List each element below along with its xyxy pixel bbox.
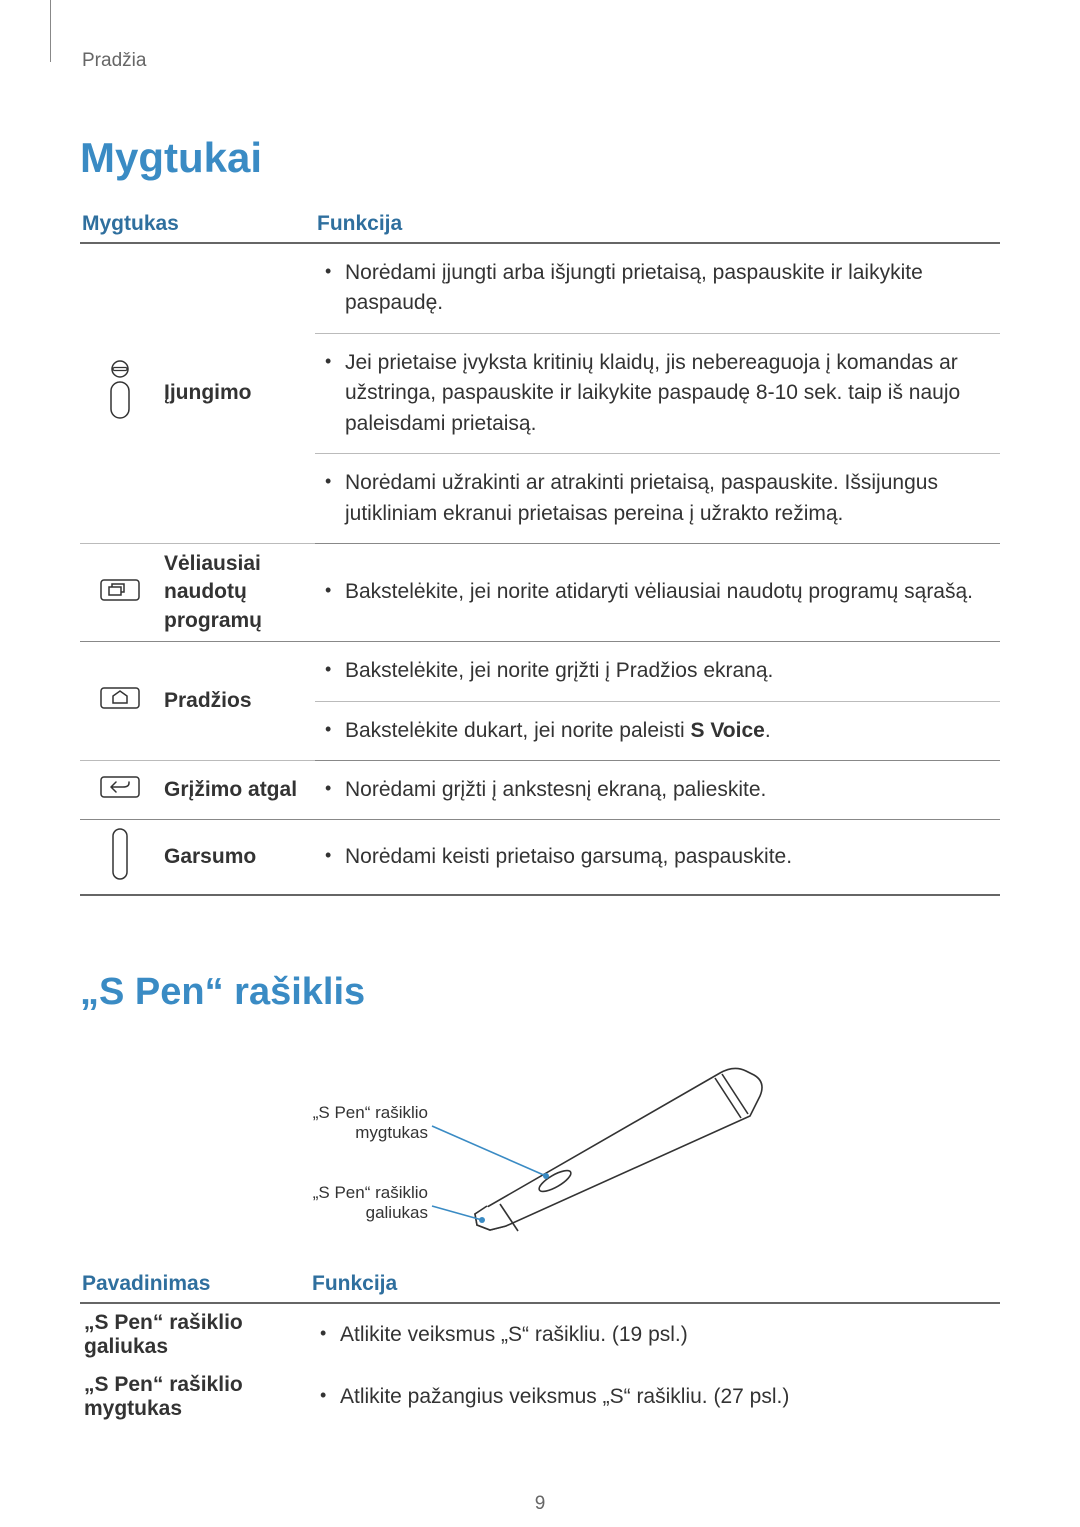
home-bullet-1: Bakstelėkite, jei norite grįžti į Pradži… <box>319 656 996 686</box>
section-title-spen: „S Pen“ rašiklis <box>80 971 1000 1014</box>
table-row: Pradžios Bakstelėkite, jei norite grįžti… <box>80 642 1000 701</box>
page-corner-rule <box>50 0 51 62</box>
power-button-icon <box>107 360 133 422</box>
col-header-name: Pavadinimas <box>80 1264 310 1303</box>
back-icon <box>99 775 141 799</box>
home-bullet-2: Bakstelėkite dukart, jei norite paleisti… <box>319 716 996 746</box>
spen-button-name: „S Pen“ rašiklio mygtukas <box>80 1366 310 1428</box>
spen-table: Pavadinimas Funkcija „S Pen“ rašiklio ga… <box>80 1264 1000 1428</box>
table-row: „S Pen“ rašiklio mygtukas Atlikite pažan… <box>80 1366 1000 1428</box>
svg-text:„S Pen“ rašiklio: „S Pen“ rašiklio <box>313 1183 428 1202</box>
svg-text:galiukas: galiukas <box>366 1203 428 1222</box>
power-bullet-1: Norėdami įjungti arba išjungti prietaisą… <box>319 258 996 319</box>
volume-icon-cell <box>80 820 160 896</box>
col-header-button: Mygtukas <box>80 204 315 243</box>
volume-name: Garsumo <box>160 820 315 896</box>
recent-bullet-1: Bakstelėkite, jei norite atidaryti vėlia… <box>319 577 996 607</box>
col-header-function: Funkcija <box>315 204 1000 243</box>
spen-tip-bullet: Atlikite veiksmus „S“ rašikliu. (19 psl.… <box>314 1320 996 1350</box>
table-row: „S Pen“ rašiklio galiukas Atlikite veiks… <box>80 1303 1000 1366</box>
svg-text:mygtukas: mygtukas <box>355 1123 428 1142</box>
table-row: Grįžimo atgal Norėdami grįžti į ankstesn… <box>80 760 1000 819</box>
volume-button-icon <box>109 826 131 882</box>
power-bullet-3: Norėdami užrakinti ar atrakinti prietais… <box>319 468 996 529</box>
section-title-buttons: Mygtukai <box>80 134 1000 182</box>
back-icon-cell <box>80 760 160 819</box>
table-row: Vėliausiai naudotų programų Bakstelėkite… <box>80 544 1000 642</box>
power-bullet-2: Jei prietaise įvyksta kritinių klaidų, j… <box>319 348 996 439</box>
power-icon-cell <box>80 243 160 544</box>
table-row: Įjungimo Norėdami įjungti arba išjungti … <box>80 243 1000 333</box>
power-name: Įjungimo <box>160 243 315 544</box>
svg-text:„S Pen“ rašiklio: „S Pen“ rašiklio <box>313 1103 428 1122</box>
volume-bullet-1: Norėdami keisti prietaiso garsumą, paspa… <box>319 842 996 872</box>
back-bullet-1: Norėdami grįžti į ankstesnį ekraną, pali… <box>319 775 996 805</box>
home-icon-cell <box>80 642 160 761</box>
spen-diagram: „S Pen“ rašiklio mygtukas „S Pen“ rašikl… <box>80 1046 1000 1246</box>
recent-icon-cell <box>80 544 160 642</box>
recent-apps-icon <box>99 578 141 602</box>
recent-name: Vėliausiai naudotų programų <box>160 544 315 642</box>
col-header-function-2: Funkcija <box>310 1264 1000 1303</box>
page-header: Pradžia <box>82 50 1000 72</box>
back-name: Grįžimo atgal <box>160 760 315 819</box>
home-name: Pradžios <box>160 642 315 761</box>
buttons-table: Mygtukas Funkcija Įjungimo Norėdami įjun… <box>80 204 1000 896</box>
spen-tip-name: „S Pen“ rašiklio galiukas <box>80 1303 310 1366</box>
table-row: Garsumo Norėdami keisti prietaiso garsum… <box>80 820 1000 896</box>
spen-button-bullet: Atlikite pažangius veiksmus „S“ rašikliu… <box>314 1382 996 1412</box>
home-icon <box>99 686 141 710</box>
page-number: 9 <box>0 1493 1080 1515</box>
